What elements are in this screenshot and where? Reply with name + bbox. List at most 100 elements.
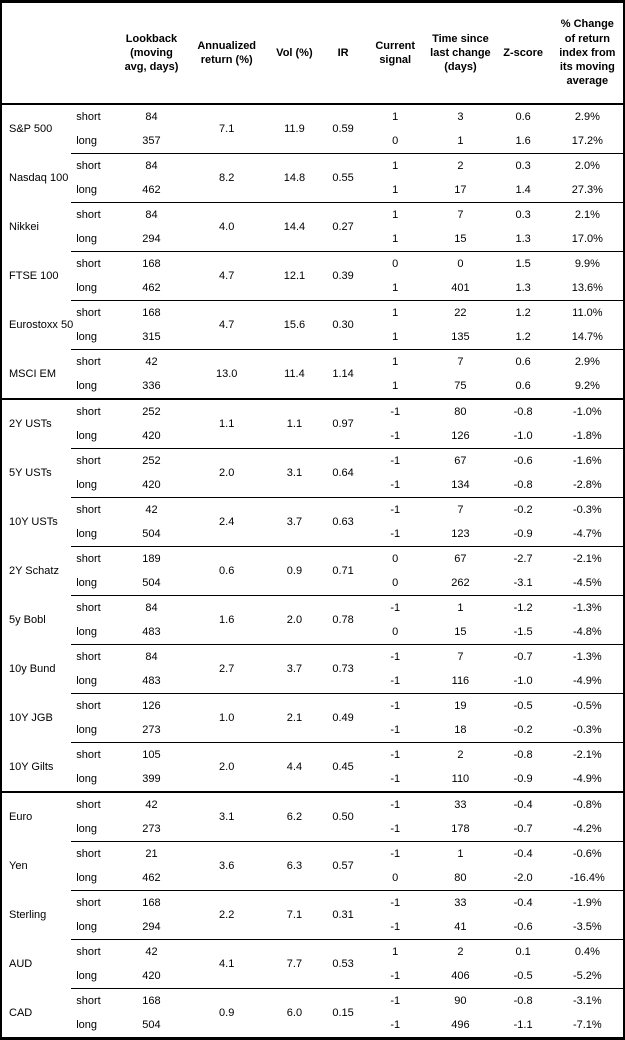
zscore-cell: -0.8	[494, 742, 552, 767]
asset-row-long: long 399 -1 110 -0.9 -4.9%	[1, 767, 624, 792]
asset-name: 2Y Schatz	[9, 565, 59, 577]
signal-cell: -1	[390, 823, 401, 835]
asset-name: S&P 500	[9, 123, 53, 136]
zscore-cell: -0.4	[494, 890, 552, 915]
time-since-cell: 7	[426, 349, 495, 374]
lookback-cell: 420	[142, 970, 161, 982]
side-label-long: long	[76, 380, 98, 392]
side-label-short: short	[76, 111, 101, 123]
zscore-cell: -0.6	[513, 921, 533, 933]
ir-cell: 0.71	[322, 546, 365, 596]
signal-cell: -1	[390, 430, 401, 442]
zscore-cell: -0.2	[494, 497, 552, 522]
zscore-cell: -2.7	[494, 546, 552, 571]
zscore-cell: -0.6	[494, 448, 552, 473]
zscore-cell: -0.7	[494, 644, 552, 669]
signal-cell: 1	[364, 349, 427, 374]
lookback-cell: 420	[142, 479, 161, 491]
lookback-cell: 462	[142, 872, 161, 884]
signal-cell: -1	[364, 398, 427, 424]
time-since-cell: 2	[426, 742, 495, 767]
vol-cell: 14.4	[266, 202, 322, 252]
lookback-cell: 357	[142, 135, 161, 147]
pct-change-cell: -4.2%	[572, 823, 602, 835]
pct-change-cell: -16.4%	[569, 872, 605, 884]
asset-row-long: long 462 1 17 1.4 27.3%	[1, 178, 624, 203]
ir-cell: 0.31	[322, 890, 365, 940]
ir-cell: 0.30	[322, 300, 365, 350]
side-label-long: long	[76, 872, 98, 884]
ir-cell: 0.39	[322, 251, 365, 301]
side-label-long: long	[76, 184, 98, 196]
signal-cell: 0	[392, 872, 399, 884]
lookback-cell: 42	[116, 349, 187, 374]
annualized-return-cell: 2.4	[186, 497, 267, 547]
asset-name: MSCI EM	[9, 367, 57, 380]
corner-cell-asset	[1, 1, 72, 105]
zscore-cell: -0.5	[494, 693, 552, 718]
asset-row-short: Sterling short 168 2.2 7.1 0.31 -1 33 -0.4 -1.9%	[1, 890, 624, 940]
zscore-cell: -0.4	[494, 791, 552, 817]
ir-cell: 0.97	[322, 398, 365, 449]
signal-cell: 0	[392, 135, 399, 147]
side-label-short: short	[71, 939, 117, 964]
asset-name: 5Y USTs	[9, 467, 52, 479]
pct-change-cell: -4.8%	[572, 626, 602, 638]
time-since-cell: 110	[451, 773, 470, 785]
lookback-cell: 21	[116, 841, 187, 866]
annualized-return-cell: 0.9	[186, 988, 267, 1039]
zscore-cell: -2.0	[513, 872, 533, 884]
side-label-long: long	[76, 921, 98, 933]
signal-cell: -1	[390, 1019, 401, 1031]
asset-row-long: long 273 -1 178 -0.7 -4.2%	[1, 817, 624, 842]
zscore-cell: 0.6	[494, 349, 552, 374]
time-since-cell: 18	[454, 724, 467, 736]
pct-change-cell: 17.0%	[571, 233, 603, 245]
pct-change-cell: 14.7%	[571, 331, 603, 343]
vol-cell: 14.8	[266, 153, 322, 203]
side-label-short: short	[71, 398, 117, 424]
asset-row-short: 5y Bobl short 84 1.6 2.0 0.78 -1 1 -1.2 -1.3%	[1, 595, 624, 645]
header-annualized-return: Annualized return (%)	[186, 1, 267, 105]
signal-cell: -1	[364, 742, 427, 767]
annualized-return-cell: 1.1	[186, 398, 267, 449]
lookback-cell: 483	[142, 675, 161, 687]
vol-cell: 3.7	[266, 497, 322, 547]
lookback-cell: 168	[116, 988, 187, 1013]
asset-row-short: 2Y Schatz short 189 0.6 0.9 0.71 0 67 -2.7 -2.1%	[1, 546, 624, 596]
vol-cell: 7.1	[266, 890, 322, 940]
lookback-cell: 126	[116, 693, 187, 718]
time-since-cell: 262	[451, 577, 470, 589]
annualized-return-cell: 4.7	[186, 300, 267, 350]
asset-row-long: long 420 -1 406 -0.5 -5.2%	[1, 964, 624, 989]
side-label-short: short	[71, 742, 117, 767]
signal-cell: 0	[364, 251, 427, 276]
ir-cell: 1.14	[322, 349, 365, 399]
vol-cell: 2.0	[266, 595, 322, 645]
signal-cell: 1	[392, 380, 399, 392]
asset-row-short: Nasdaq 100 short 84 8.2 14.8 0.55 1 2 0.3 2.0%	[1, 153, 624, 203]
time-since-cell: 15	[454, 626, 467, 638]
zscore-cell: -0.5	[513, 970, 533, 982]
side-label-long: long	[76, 823, 98, 835]
zscore-cell: 1.3	[515, 282, 531, 294]
zscore-cell: -0.9	[513, 528, 533, 540]
asset-row-short: Nikkei short 84 4.0 14.4 0.27 1 7 0.3 2.1%	[1, 202, 624, 252]
table-body: S&P 500 short 84 7.1 11.9 0.59 1 3 0.6 2.9% long 35…	[1, 104, 624, 1039]
header-time-since: Time since last change (days)	[426, 1, 495, 105]
signal-cell: -1	[390, 724, 401, 736]
side-label-long: long	[76, 282, 98, 294]
lookback-cell: 42	[116, 791, 187, 817]
signal-cell: -1	[364, 988, 427, 1013]
zscore-cell: 0.3	[494, 202, 552, 227]
asset-row-long: long 294 -1 41 -0.6 -3.5%	[1, 915, 624, 940]
side-label-short: short	[71, 546, 117, 571]
signal-cell: 0	[392, 626, 399, 638]
pct-change-cell: -4.5%	[572, 577, 602, 589]
zscore-cell: -1.0	[513, 430, 533, 442]
asset-row-short: 2Y USTs short 252 1.1 1.1 0.97 -1 80 -0.8 -1.0%	[1, 398, 624, 449]
ir-cell: 0.53	[322, 939, 365, 989]
time-since-cell: 7	[426, 497, 495, 522]
zscore-cell: 0.6	[515, 380, 531, 392]
